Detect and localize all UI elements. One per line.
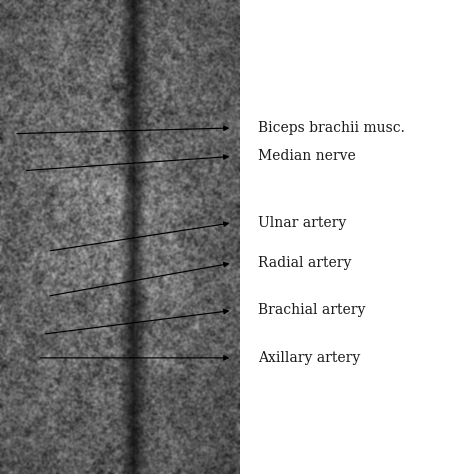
Text: Axillary artery: Axillary artery	[258, 351, 361, 365]
Text: Median nerve: Median nerve	[258, 149, 356, 164]
Text: Biceps brachii musc.: Biceps brachii musc.	[258, 121, 405, 135]
Text: Brachial artery: Brachial artery	[258, 303, 366, 318]
Text: Radial artery: Radial artery	[258, 256, 352, 270]
Text: Ulnar artery: Ulnar artery	[258, 216, 346, 230]
